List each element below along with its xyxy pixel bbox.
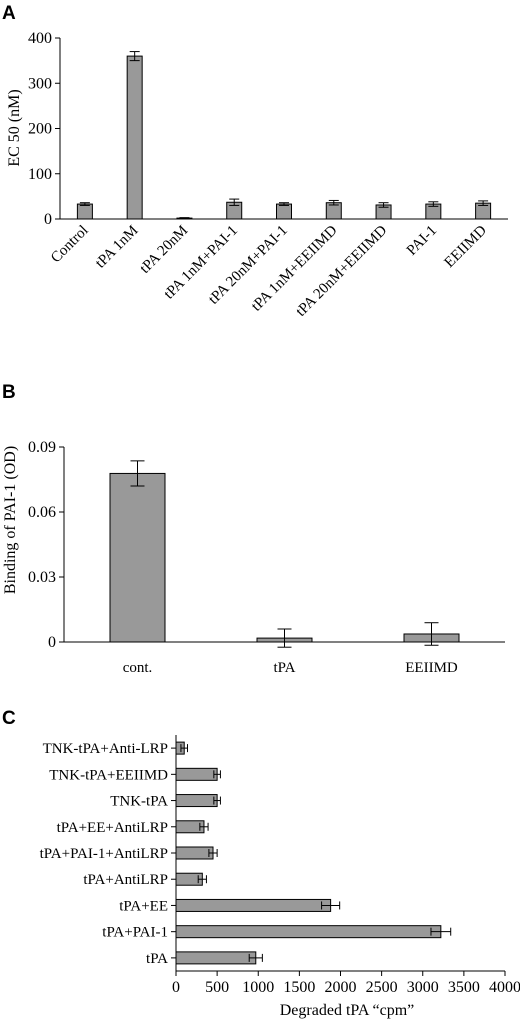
x-tick-label: 500 — [205, 979, 229, 996]
y-tick-label: TNK-tPA+Anti-LRP — [43, 741, 168, 757]
y-tick-label: tPA+EE+AntiLRP — [57, 820, 168, 836]
x-tick-label: 1000 — [242, 979, 274, 996]
x-tick-label: 3000 — [407, 979, 439, 996]
y-axis-label-a: EC 50 (nM) — [6, 89, 23, 166]
x-tick-label: EEIIMD — [442, 222, 491, 271]
bar — [126, 55, 143, 220]
x-tick-label: cont. — [123, 660, 153, 676]
x-axis-label-c: Degraded tPA “cpm” — [280, 1002, 414, 1019]
y-tick-label: tPA+PAI-1+AntiLRP — [40, 846, 168, 862]
y-tick-label: tPA+PAI-1 — [102, 925, 168, 941]
y-tick-label: 0 — [48, 634, 56, 651]
x-tick-label: tPA — [274, 660, 296, 676]
y-tick-label: 0.09 — [28, 439, 56, 456]
y-tick-label: 0.03 — [28, 569, 56, 586]
y-tick-label: 200 — [28, 121, 52, 138]
bar — [175, 767, 218, 781]
panel-letter-b: B — [2, 382, 16, 403]
bar — [175, 794, 218, 808]
y-axis-label-b: Binding of PAI-1 (OD) — [2, 446, 19, 594]
bar — [109, 472, 166, 643]
x-tick-label: 0 — [172, 979, 180, 996]
x-tick-label: 3500 — [448, 979, 480, 996]
bar — [175, 951, 257, 965]
y-tick-label: tPA — [146, 951, 168, 967]
y-tick-label: 0 — [44, 211, 52, 228]
bar — [175, 898, 332, 912]
y-tick-label: TNK-tPA+EEIIMD — [49, 767, 168, 783]
bar — [76, 203, 93, 220]
bar — [175, 925, 442, 939]
x-tick-label: 2000 — [325, 979, 357, 996]
chart-panel-b: B 0 0.03 0.06 0.09 cont. tPA EEIIMD Binding of… — [2, 382, 505, 676]
y-tick-label: 0.06 — [28, 504, 56, 521]
y-tick-label: 300 — [28, 75, 52, 92]
x-tick-label: EEIIMD — [405, 660, 458, 676]
y-tick-label: tPA+AntiLRP — [83, 872, 168, 888]
x-tick-label: tPA 20nM+EEIIMD — [293, 222, 390, 319]
x-tick-label: PAI-1 — [404, 223, 440, 259]
x-tick-label: 1500 — [283, 979, 315, 996]
chart-panel-c: C 0 500 1000 1500 2000 2500 3000 3500 4000 TNK-tP… — [2, 708, 520, 1019]
x-tick-label: tPA 1nM+EEIIMD — [249, 222, 341, 314]
bar — [175, 846, 214, 860]
bar — [276, 203, 292, 220]
x-tick-label: 2500 — [366, 979, 398, 996]
y-tick-label: TNK-tPA — [110, 794, 168, 810]
y-tick-label: 400 — [28, 30, 52, 47]
x-tick-label: tPA 1nM — [93, 223, 142, 272]
x-tick-label: Control — [48, 223, 92, 267]
panel-letter-a: A — [2, 3, 16, 24]
y-tick-label: 100 — [28, 166, 52, 183]
x-tick-label: 4000 — [489, 979, 520, 996]
panel-letter-c: C — [2, 708, 16, 729]
y-tick-label: tPA+EE — [119, 898, 168, 914]
